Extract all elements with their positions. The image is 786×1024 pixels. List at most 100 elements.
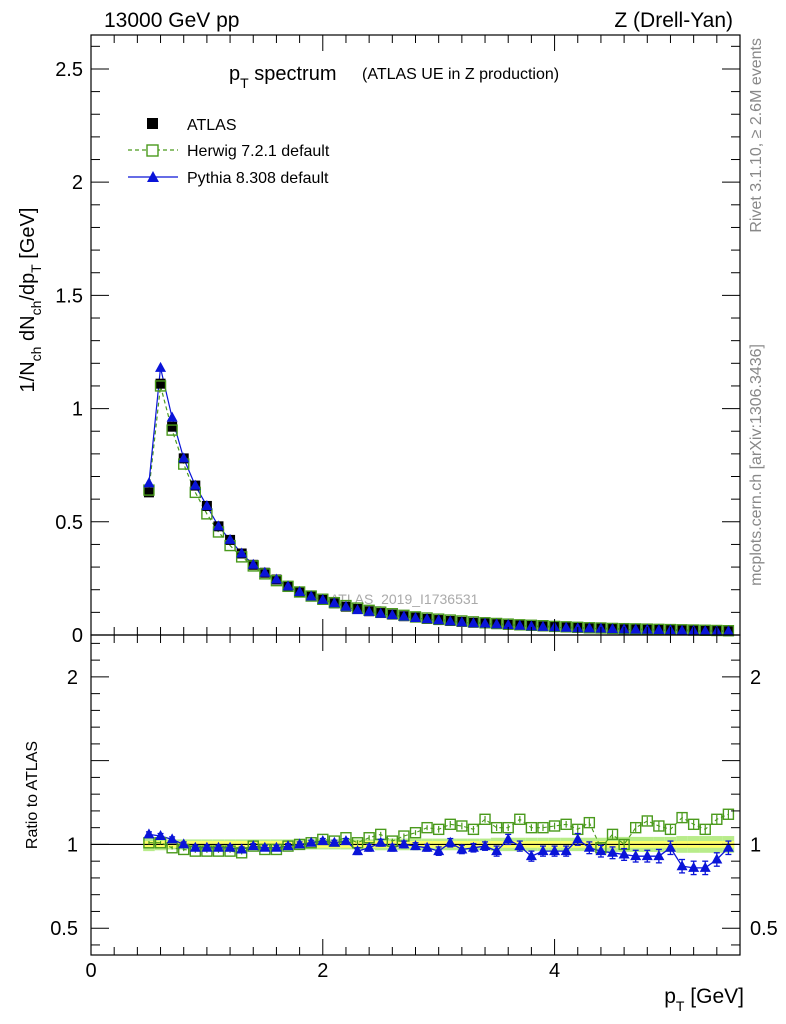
herwig-ratio-point (514, 813, 526, 825)
pythia-point (467, 617, 479, 628)
pythia-ratio-point (224, 841, 236, 852)
ratio-ytick-label: 0.5 (50, 918, 78, 940)
mcplots-label: mcplots.cern.ch [arXiv:1306.3436] (748, 344, 765, 586)
pythia-point (212, 520, 224, 531)
pythia-point (166, 411, 178, 422)
main-ytick-label: 1.5 (55, 285, 83, 307)
pythia-ratio-point (189, 841, 201, 852)
pythia-ratio-point (270, 841, 282, 852)
pythia-ratio-point (456, 843, 468, 854)
ratio-plot-area (91, 808, 740, 876)
herwig-ratio-point (560, 818, 572, 831)
ratio-ytick-label-right: 0.5 (750, 918, 778, 940)
pythia-ratio-point (722, 841, 734, 852)
pythia-ratio-point (340, 835, 352, 846)
ratio-ylabel: Ratio to ATLAS (24, 741, 41, 849)
pythia-point (433, 614, 445, 625)
legend-item-atlas: ATLAS (147, 117, 237, 134)
pythia-ratio-point (653, 850, 665, 861)
pythia-point (479, 617, 491, 628)
pythia-ratio-point (607, 846, 619, 857)
main-title: pT spectrum (229, 63, 337, 91)
pythia-ratio-point (386, 841, 398, 852)
pythia-point (722, 625, 734, 636)
pythia-ratio-point (247, 840, 259, 851)
herwig-ratio-point (687, 818, 700, 831)
herwig-ratio-point (629, 821, 642, 834)
pythia-point (525, 620, 537, 631)
pythia-point (676, 624, 688, 635)
ratio-axes: 0 2 4 0.5 0.5 1 1 2 2 (50, 635, 778, 982)
watermark: ATLAS_2019_I1736531 (330, 591, 479, 607)
pythia-point (363, 605, 375, 616)
ratio-xtick-label: 0 (85, 960, 96, 982)
pythia-ratio-point (398, 838, 410, 849)
legend: ATLAS Herwig 7.2.1 default Pythia 8.308 … (128, 117, 330, 187)
herwig-ratio-point (699, 823, 711, 836)
pythia-ratio-point (375, 836, 387, 847)
atlas-point (167, 421, 178, 432)
pythia-ratio-point (514, 840, 526, 851)
pythia-ratio-point (583, 841, 595, 852)
herwig-ratio-point (467, 823, 480, 836)
herwig-ratio-point (444, 818, 456, 831)
pythia-ratio-point (711, 853, 723, 864)
main-ytick-label: 2.5 (55, 59, 83, 81)
pythia-ratio-point (212, 841, 224, 852)
herwig-ratio-point (583, 816, 596, 829)
main-panel: ATLAS_2019_I1736531 0 0.5 1 1.5 2 2.5 pT spec… (17, 34, 741, 647)
pythia-point (282, 580, 294, 591)
pythia-point (410, 612, 421, 623)
pythia-point (444, 615, 456, 626)
legend-label-atlas: ATLAS (187, 117, 237, 134)
pythia-point (560, 621, 572, 632)
ratio-xtick-label: 2 (317, 960, 328, 982)
pythia-ratio-point (630, 850, 642, 861)
pythia-ratio-point (259, 841, 271, 852)
herwig-ratio-point (548, 820, 561, 832)
pythia-ratio-point (676, 860, 688, 871)
pythia-point (630, 623, 642, 634)
pythia-ratio-point (166, 833, 178, 844)
pythia-point (421, 613, 433, 624)
herwig-ratio-point (409, 826, 422, 839)
pythia-ratio-point (549, 845, 561, 856)
main-ytick-label: 0 (72, 625, 83, 647)
herwig-ratio-point (502, 821, 514, 834)
pythia-ratio-point (618, 848, 630, 859)
pythia-ratio-point (352, 845, 364, 856)
pythia-point (386, 609, 398, 620)
pythia-ratio-point (201, 841, 213, 852)
legend-item-pythia: Pythia 8.308 default (128, 170, 329, 187)
pythia-point (352, 604, 364, 615)
pythia-point (607, 623, 619, 634)
pythia-point (398, 610, 410, 621)
header-left: 13000 GeV pp (104, 9, 239, 32)
rivet-label: Rivet 3.1.10, ≥ 2.6M events (748, 38, 765, 233)
main-ytick-label: 2 (72, 172, 83, 194)
herwig-ratio-point (676, 811, 688, 824)
pythia-ratio-point (143, 828, 155, 839)
pythia-ratio-point (282, 840, 294, 851)
herwig-ratio-point (490, 821, 503, 834)
pythia-ratio-point (178, 838, 190, 849)
pythia-ratio-point (236, 843, 248, 854)
pythia-point (305, 590, 317, 601)
herwig-ratio-point (653, 820, 665, 832)
pythia-point (259, 566, 271, 577)
pythia-ratio-point (317, 835, 329, 846)
pythia-point (537, 620, 549, 631)
pythia-ratio-point (294, 838, 306, 849)
legend-item-herwig: Herwig 7.2.1 default (128, 143, 330, 160)
atlas-point (155, 378, 166, 389)
pythia-point (143, 477, 155, 488)
pythia-point (653, 624, 665, 635)
pythia-point (502, 619, 514, 630)
main-ytick-label: 0.5 (55, 512, 83, 534)
pythia-ratio-point (421, 841, 433, 852)
main-axes: 0 0.5 1 1.5 2 2.5 (55, 35, 741, 647)
ratio-panel: 0 2 4 0.5 0.5 1 1 2 2 Ratio to ATLAS pT [GeV] (24, 634, 778, 1014)
herwig-ratio-point (537, 821, 549, 834)
pythia-point (456, 616, 468, 627)
